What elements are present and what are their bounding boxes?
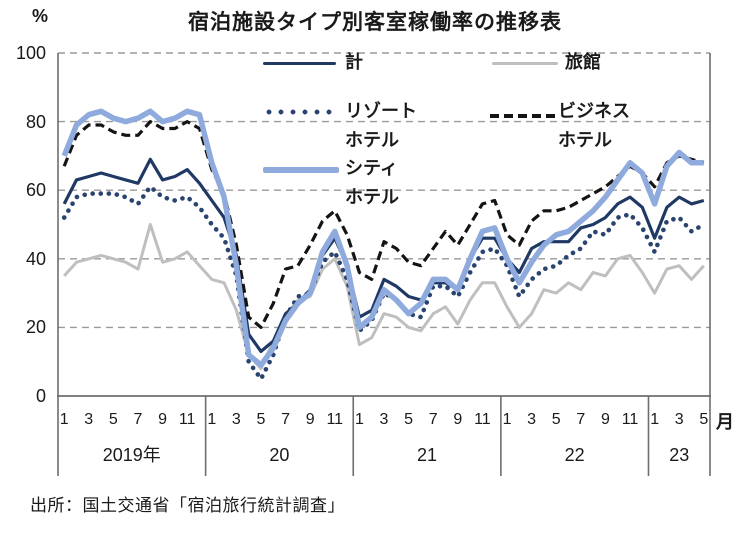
year-label: 21	[417, 445, 438, 465]
city-line-marker	[263, 167, 339, 173]
series-line-city	[61, 108, 704, 368]
year-label: 23	[669, 445, 690, 465]
month-tick-label: 1	[650, 411, 660, 428]
month-tick-label: 7	[576, 411, 586, 428]
month-tick-label: 1	[59, 411, 69, 428]
month-tick-label: 5	[699, 411, 709, 428]
month-tick-label: 11	[326, 411, 344, 428]
month-tick-label: 3	[379, 411, 389, 428]
y-tick-label: 20	[25, 317, 46, 338]
series-line-business	[62, 119, 705, 329]
month-tick-label: 3	[84, 411, 94, 428]
y-tick-label: 60	[25, 180, 46, 201]
legend-label-total: 計	[345, 52, 363, 72]
y-tick-label: 100	[15, 43, 46, 63]
month-tick-label: 5	[256, 411, 266, 428]
chart-title: 宿泊施設タイプ別客室稼働率の推移表	[188, 11, 562, 34]
total-line-marker	[263, 62, 336, 66]
legend-label-city: シティ	[345, 158, 398, 178]
month-tick-label: 11	[474, 411, 491, 428]
month-tick-label: 9	[305, 411, 315, 428]
month-tick-label: 1	[354, 411, 364, 428]
month-tick-label: 7	[133, 411, 143, 428]
month-tick-label: 9	[453, 411, 463, 428]
legend-label-business-2: ホテル	[558, 130, 612, 150]
x-axis-unit-label: 月	[716, 412, 734, 432]
month-tick-label: 7	[428, 411, 438, 428]
legend-label-business: ビジネス	[558, 101, 630, 121]
series-line-resort	[61, 184, 707, 382]
month-tick-label: 5	[108, 411, 118, 428]
y-tick-label: 80	[25, 111, 46, 132]
month-tick-label: 3	[231, 411, 241, 428]
series-line-ryokan	[63, 223, 705, 371]
ryokan-line-marker	[492, 62, 558, 65]
month-tick-label: 3	[674, 411, 684, 428]
legend-label-ryokan: 旅館	[565, 52, 601, 72]
y-tick-label: 40	[25, 248, 46, 269]
month-tick-label: 11	[178, 411, 196, 428]
month-tick-label: 9	[158, 411, 168, 428]
legend-label-resort: リゾート	[345, 101, 417, 121]
month-tick-label: 3	[527, 411, 537, 428]
y-tick-label: 0	[35, 386, 46, 406]
resort-dotted-line-marker	[263, 109, 336, 115]
month-tick-label: 7	[281, 411, 291, 428]
series-line-total	[62, 157, 705, 353]
source-note: 出所：国土交通省「宿泊旅行統計調査」	[30, 496, 345, 515]
month-tick-label: 9	[600, 411, 610, 428]
legend-label-city-2: ホテル	[345, 187, 399, 207]
year-label: 2019年	[102, 445, 161, 465]
year-label: 20	[269, 445, 290, 465]
month-tick-label: 5	[404, 411, 414, 428]
year-label: 22	[564, 445, 585, 465]
y-axis-unit-label: %	[31, 6, 48, 26]
month-tick-label: 1	[502, 411, 512, 428]
business-dashed-line-marker	[490, 114, 556, 118]
month-tick-label: 5	[551, 411, 561, 428]
month-tick-label: 11	[621, 411, 639, 428]
legend-label-resort-2: ホテル	[345, 130, 399, 150]
month-tick-label: 1	[207, 411, 217, 428]
